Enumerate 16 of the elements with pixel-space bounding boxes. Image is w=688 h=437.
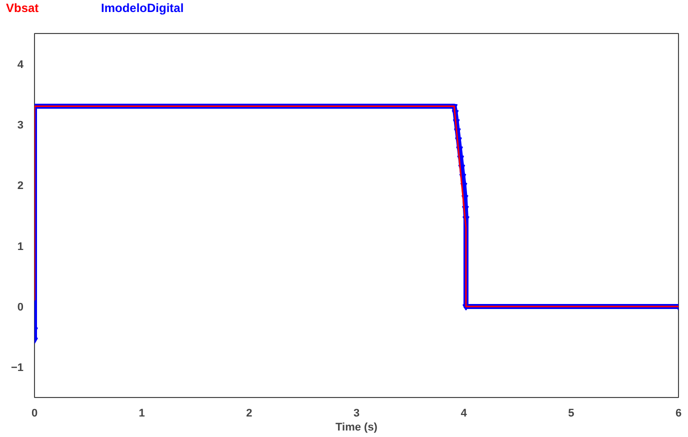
y-tick-label: −1 [10, 362, 24, 374]
y-tick-label: 4 [17, 58, 24, 71]
x-axis-title: Time (s) [336, 422, 378, 434]
y-tick-label: 1 [17, 240, 24, 253]
x-tick-label: 5 [568, 408, 574, 420]
x-tick-label: 3 [353, 408, 360, 420]
x-tick-label: 2 [246, 408, 252, 420]
x-tick-label: 0 [31, 408, 38, 420]
y-tick-label: 0 [17, 302, 24, 314]
x-tick-label: 6 [675, 408, 682, 420]
x-tick-label: 4 [460, 408, 468, 420]
y-tick-label: 2 [17, 180, 24, 192]
x-tick-label: 1 [138, 408, 145, 420]
text: Vbsat [6, 0, 40, 17]
text: ImodeloDigital [101, 0, 185, 17]
y-tick-label: 3 [17, 120, 24, 132]
